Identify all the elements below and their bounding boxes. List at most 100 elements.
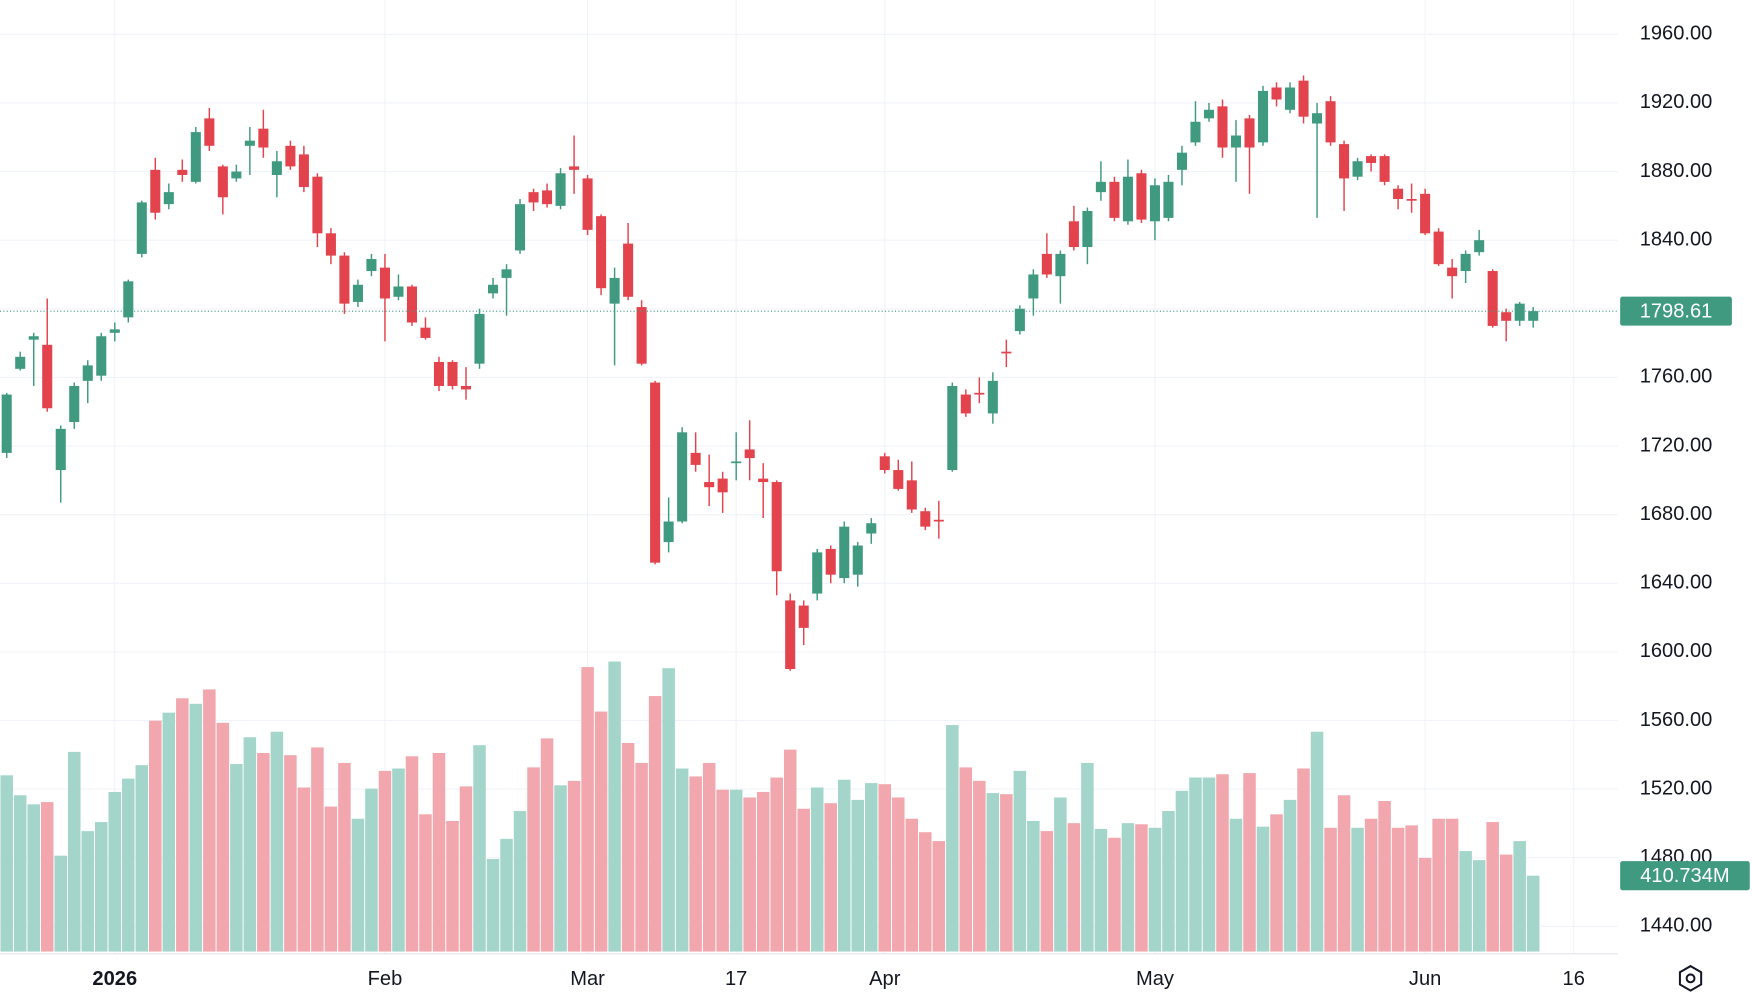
candle-body [1176,152,1187,170]
candle-body [771,482,782,572]
settings-icon[interactable] [1678,964,1703,992]
y-tick-label: 1840.00 [1640,228,1713,250]
candle-body [123,281,134,318]
candle-body [947,385,958,471]
candle-body [650,382,661,563]
candle-body [906,480,917,510]
volume-bar [1135,824,1148,952]
volume-bar [500,838,513,952]
volume-bar [1256,826,1270,952]
candle-body [96,336,107,376]
volume-bar [1297,768,1310,952]
volume-bar [581,667,594,952]
volume-bar [1054,797,1067,952]
volume-bar [257,752,270,952]
candle-body [1406,198,1417,201]
candle-body [298,154,309,187]
candle-body [677,432,688,522]
volume-bar [392,768,405,952]
volume-bar [1162,810,1175,952]
candle-body [231,171,242,179]
volume-bar [594,711,608,952]
volume-bar [1513,841,1526,952]
candle-body [1460,253,1471,272]
y-tick-label: 1960.00 [1640,23,1713,45]
volume-bar [432,752,446,952]
volume-bar [1526,875,1540,952]
x-tick-label: Apr [869,968,901,990]
candle-body [271,161,282,175]
candle-body [569,166,580,170]
volume-bar [81,831,95,952]
candle-body [987,380,998,414]
candle-body [1298,80,1309,117]
volume-bar [122,778,135,952]
volume-bar [702,762,716,952]
volume-bar [311,747,324,952]
candle-body [487,284,499,294]
volume-bar [919,832,932,952]
volume-bar [892,797,905,952]
candle-body [852,545,863,575]
candle-body [933,519,944,522]
candle-body [636,307,647,364]
volume-bar [1067,823,1081,952]
volume-bar [149,720,162,952]
volume-bar [1040,831,1054,952]
volume-bar [243,737,257,952]
candle-body [420,327,431,338]
candle-body [1352,161,1363,177]
candle-body [177,169,188,175]
volume-bar [554,785,567,952]
candle-body [825,548,836,575]
volume-bar [1445,818,1459,952]
volume-bar [230,764,243,952]
candle-body [285,145,296,167]
candle-body [258,128,269,148]
candle-body [1217,106,1228,148]
candle-body [1271,87,1282,100]
candle-body [1420,193,1431,234]
y-tick-label: 1520.00 [1640,777,1713,799]
y-tick-label: 1680.00 [1640,503,1713,525]
candle-body [1028,274,1039,299]
volume-bar [797,808,810,952]
x-tick-label: Mar [570,968,605,990]
candle-body [204,118,215,146]
candle-body [798,605,809,628]
candle-body [920,511,931,527]
candle-body [1474,240,1485,253]
candle-body [352,284,363,302]
candle-body [474,313,485,364]
volume-bar [1148,827,1162,952]
candle-body [960,394,971,414]
volume-bar [1013,770,1027,952]
volume-bar [1351,827,1364,952]
candle-body [1149,185,1160,222]
volume-bar [1027,820,1040,952]
volume-bar [635,762,648,952]
candle-body [69,385,80,423]
candle-body [974,392,985,395]
volume-bar [878,784,892,952]
volume-bar [1283,799,1297,952]
candle-body [785,600,796,670]
volume-bar [176,698,189,952]
volume-bar [527,767,540,952]
candle-body [1163,181,1174,218]
candle-body [1366,156,1377,163]
volume-bar [1310,731,1324,952]
volume-bar [810,787,824,952]
candle-body [731,461,742,464]
y-tick-label: 1440.00 [1640,915,1713,937]
volume-bar [0,775,13,952]
volume-bar [946,725,959,952]
volume-bar [108,791,122,952]
volume-bar [1459,851,1472,952]
candle-body [1068,221,1079,248]
candle-body [555,173,566,206]
volume-bar [1189,777,1202,952]
volume-bar [662,668,675,952]
candle-body [542,190,553,205]
